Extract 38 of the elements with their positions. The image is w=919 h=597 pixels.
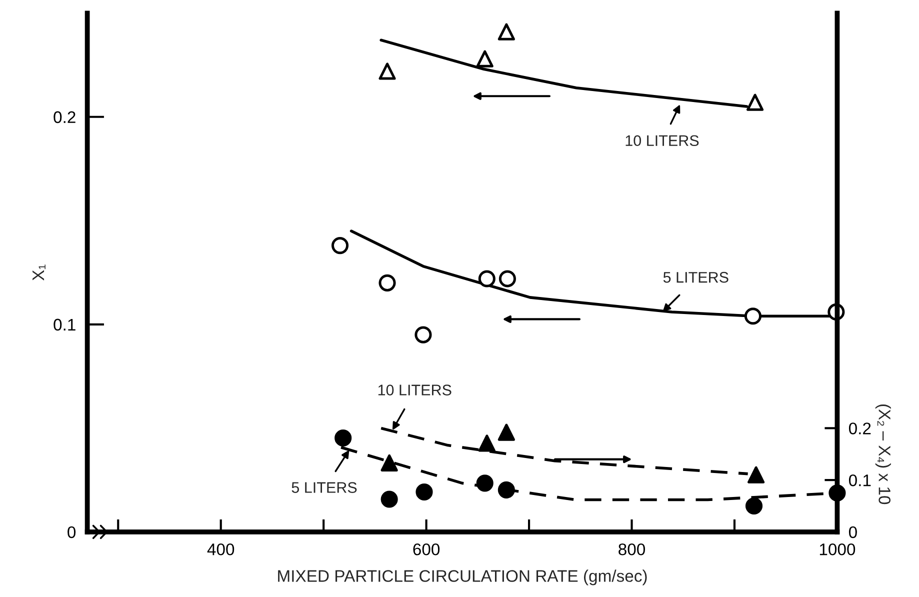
annotation: 10 LITERS — [626, 135, 699, 146]
x-tick-label: 600 — [413, 543, 440, 556]
annotation: 10 LITERS — [378, 384, 452, 396]
x-tick-label: 800 — [618, 543, 646, 556]
point — [828, 484, 846, 502]
x-axis-title: MIXED PARTICLE CIRCULATION RATE (gm/sec) — [278, 570, 647, 586]
x-tick-label: 400 — [207, 543, 234, 556]
point — [476, 50, 494, 68]
point — [380, 454, 398, 472]
y2-tick-label: 0.2 — [848, 422, 871, 434]
point — [744, 308, 762, 325]
point — [498, 424, 515, 441]
point — [331, 237, 349, 254]
y-axis-title: X₁ — [32, 264, 46, 281]
point — [498, 481, 515, 498]
point — [498, 23, 515, 40]
point — [380, 490, 398, 508]
point — [416, 483, 433, 501]
point — [334, 429, 352, 447]
x-tick-label: 1000 — [820, 543, 856, 556]
y2-tick-label: 0.1 — [848, 474, 871, 486]
y2-tick-label: 0 — [848, 526, 857, 538]
annotation: 5 LITERS — [292, 482, 357, 493]
point — [478, 270, 496, 288]
point — [745, 497, 763, 515]
point — [378, 274, 396, 292]
point — [748, 466, 765, 484]
point — [476, 474, 494, 492]
y2-axis-title: (X₂ – X₄) x 10 — [875, 404, 891, 504]
point — [746, 94, 764, 111]
point — [498, 270, 516, 288]
y-tick-label: 0 — [68, 526, 76, 538]
point — [378, 62, 396, 80]
point — [414, 326, 432, 344]
y-tick-label: 0.1 — [54, 318, 76, 331]
y-tick-label: 0.2 — [54, 111, 76, 124]
annotation: 5 LITERS — [663, 272, 728, 283]
point — [478, 434, 496, 452]
